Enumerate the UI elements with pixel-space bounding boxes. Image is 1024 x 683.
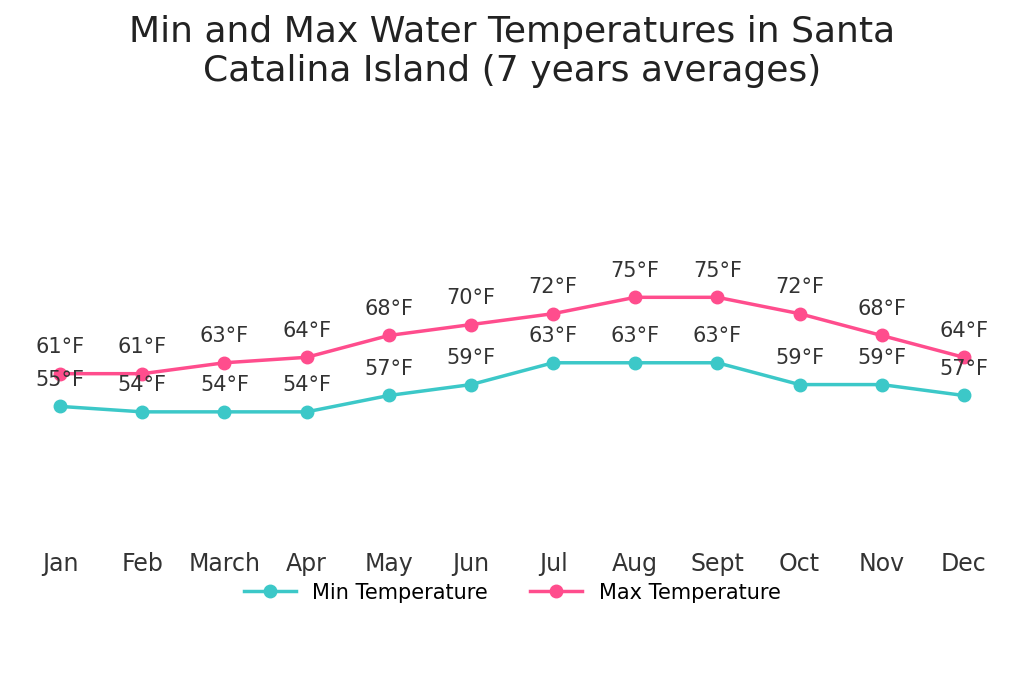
Min Temperature [629, 359, 641, 367]
Text: 55°F: 55°F [36, 370, 85, 390]
Text: 54°F: 54°F [283, 375, 331, 395]
Text: 75°F: 75°F [610, 261, 659, 281]
Max Temperature [218, 359, 230, 367]
Text: 54°F: 54°F [118, 375, 167, 395]
Legend: Min Temperature, Max Temperature: Min Temperature, Max Temperature [236, 574, 788, 611]
Max Temperature [136, 370, 148, 378]
Min Temperature [300, 408, 312, 416]
Text: 63°F: 63°F [610, 326, 659, 346]
Min Temperature [876, 380, 888, 389]
Max Temperature [54, 370, 67, 378]
Min Temperature [957, 391, 970, 400]
Text: 64°F: 64°F [939, 320, 988, 341]
Text: 59°F: 59°F [446, 348, 496, 368]
Title: Min and Max Water Temperatures in Santa
Catalina Island (7 years averages): Min and Max Water Temperatures in Santa … [129, 15, 895, 88]
Min Temperature [136, 408, 148, 416]
Max Temperature [957, 353, 970, 361]
Text: 75°F: 75°F [693, 261, 741, 281]
Text: 59°F: 59°F [857, 348, 906, 368]
Text: 61°F: 61°F [36, 337, 85, 357]
Max Temperature [794, 309, 806, 318]
Min Temperature [54, 402, 67, 410]
Max Temperature [300, 353, 312, 361]
Min Temperature [794, 380, 806, 389]
Line: Min Temperature: Min Temperature [54, 357, 970, 418]
Text: 61°F: 61°F [118, 337, 167, 357]
Max Temperature [383, 331, 395, 339]
Text: 72°F: 72°F [775, 277, 824, 297]
Min Temperature [712, 359, 724, 367]
Min Temperature [218, 408, 230, 416]
Max Temperature [876, 331, 888, 339]
Text: 63°F: 63°F [693, 326, 742, 346]
Min Temperature [465, 380, 477, 389]
Text: 59°F: 59°F [775, 348, 824, 368]
Text: 63°F: 63°F [200, 326, 249, 346]
Text: 68°F: 68°F [857, 299, 906, 319]
Text: 57°F: 57°F [365, 359, 414, 379]
Min Temperature [547, 359, 559, 367]
Text: 72°F: 72°F [528, 277, 578, 297]
Max Temperature [712, 293, 724, 301]
Text: 70°F: 70°F [446, 288, 496, 308]
Text: 68°F: 68°F [365, 299, 414, 319]
Max Temperature [629, 293, 641, 301]
Min Temperature [383, 391, 395, 400]
Text: 64°F: 64°F [282, 320, 331, 341]
Max Temperature [465, 320, 477, 329]
Line: Max Temperature: Max Temperature [54, 291, 970, 380]
Text: 57°F: 57°F [939, 359, 988, 379]
Text: 54°F: 54°F [200, 375, 249, 395]
Max Temperature [547, 309, 559, 318]
Text: 63°F: 63°F [528, 326, 578, 346]
